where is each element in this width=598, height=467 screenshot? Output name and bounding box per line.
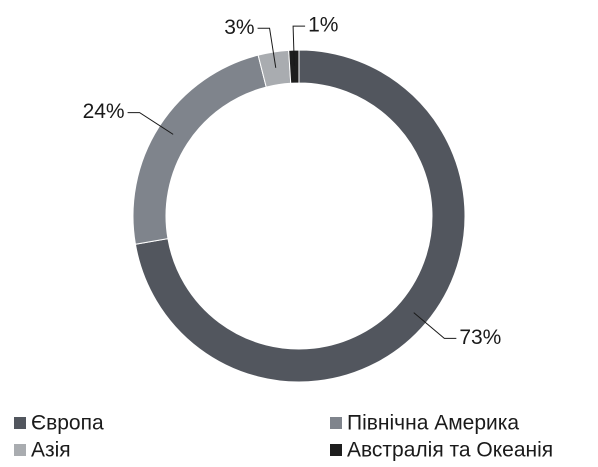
data-label: 3%	[224, 16, 254, 39]
data-label: 73%	[459, 326, 501, 349]
legend-swatch	[330, 417, 342, 429]
leader-line	[127, 112, 174, 135]
leader-line	[257, 27, 277, 68]
leader-line	[413, 312, 457, 339]
legend-swatch	[14, 444, 26, 456]
data-label: 24%	[83, 100, 125, 123]
leader-line	[292, 25, 306, 67]
donut-segment	[288, 49, 300, 84]
donut-segment	[132, 54, 267, 245]
legend-swatch	[14, 417, 26, 429]
legend-swatch	[330, 444, 342, 456]
donut-segment	[134, 49, 466, 383]
legend-label: Азія	[31, 439, 71, 462]
legend-label: Європа	[31, 412, 104, 435]
data-label: 1%	[308, 14, 338, 37]
legend-label: Північна Америка	[347, 412, 519, 435]
legend-label: Австралія та Океанія	[347, 439, 553, 462]
